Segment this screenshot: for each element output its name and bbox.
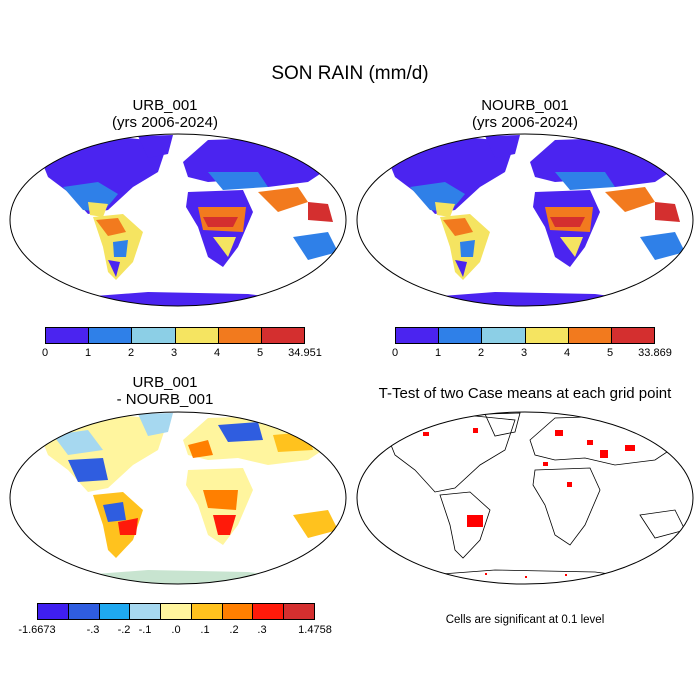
colorbar-urb-seg: [89, 328, 133, 343]
ttest-note: Cells are significant at 0.1 level: [445, 614, 605, 626]
colorbar-diff-tick: .1: [200, 624, 210, 636]
significant-cell: [587, 440, 593, 445]
colorbar-urb: [45, 327, 305, 344]
landmass-north-america: [38, 138, 168, 214]
colorbar-urb-tick: 4: [213, 347, 221, 359]
colorbar-urb-tick: 2: [127, 347, 135, 359]
colorbar-diff-seg: [284, 604, 315, 619]
colorbar-diff-tick: .0: [171, 624, 181, 636]
colorbar-diff-seg: [222, 604, 254, 619]
significant-cell: [485, 573, 487, 575]
panel-urb-title-line2: (yrs 2006-2024): [112, 114, 218, 131]
landmass-greenland: [138, 413, 173, 436]
significant-cell: [565, 574, 567, 576]
colorbar-urb-seg: [46, 328, 90, 343]
colorbar-diff-tick: .3: [257, 624, 267, 636]
map-ttest: [356, 411, 694, 585]
significant-cells: [423, 428, 661, 578]
colorbar-diff-tick: -.2: [117, 624, 131, 636]
significant-cell: [467, 515, 483, 527]
colorbar-diff-seg: [130, 604, 162, 619]
panel-urb-title-line1: URB_001: [132, 97, 198, 114]
colorbar-urb-tick: 0: [41, 347, 49, 359]
coastline-north-america: [384, 415, 516, 493]
significant-cell: [655, 438, 661, 444]
colorbar-urb-tick: 5: [256, 347, 264, 359]
map-outline: [9, 411, 347, 585]
panel-nourb-title-line2: (yrs 2006-2024): [472, 114, 578, 131]
colorbar-nourb-tick: 4: [563, 347, 571, 359]
significant-cell: [473, 428, 478, 433]
panel-diff-title-line1: URB_001: [132, 374, 198, 391]
colorbar-nourb-tick: 3: [520, 347, 528, 359]
significant-cell: [423, 432, 429, 436]
coastline-greenland: [484, 412, 521, 437]
colorbar-urb-seg: [175, 328, 219, 343]
colorbar-urb-tick: 1: [84, 347, 92, 359]
colorbar-nourb-tick: 2: [477, 347, 485, 359]
colorbar-diff-tick: 1.4758: [298, 624, 332, 636]
colorbar-nourb-tick: 0: [391, 347, 399, 359]
significant-cell: [605, 576, 607, 578]
coastline-south-america: [439, 491, 491, 559]
map-urb: [9, 133, 347, 307]
map-nourb: [356, 133, 694, 307]
colorbar-diff-seg: [68, 604, 100, 619]
colorbar-urb-seg: [218, 328, 262, 343]
significant-cell: [625, 445, 635, 451]
colorbar-nourb-seg: [439, 328, 483, 343]
colorbar-nourb-seg: [482, 328, 526, 343]
colorbar-diff-tick: .2: [229, 624, 239, 636]
map-outline: [356, 133, 694, 307]
significant-cell: [543, 462, 548, 466]
colorbar-diff-seg: [161, 604, 192, 619]
panel-urb-title: URB_001 (yrs 2006-2024): [75, 97, 255, 131]
map-diff: [9, 411, 347, 585]
map-outline: [356, 411, 694, 585]
map-outline: [9, 133, 347, 307]
panel-diff-title-line2: - NOURB_001: [116, 391, 214, 408]
colorbar-diff-tick: -.3: [86, 624, 100, 636]
colorbar-nourb-seg: [396, 328, 440, 343]
significant-cell: [567, 482, 572, 487]
panel-diff-title: URB_001 - NOURB_001: [75, 374, 255, 408]
colorbar-diff-tick: -1.6673: [18, 624, 56, 636]
landmass-australia: [293, 232, 338, 260]
colorbar-diff-seg: [38, 604, 69, 619]
colorbar-nourb-seg: [568, 328, 612, 343]
significant-cell: [440, 575, 442, 577]
colorbar-urb-tick: 3: [170, 347, 178, 359]
colorbar-nourb-tick: 1: [434, 347, 442, 359]
landmass-australia: [293, 510, 338, 538]
colorbar-urb-seg: [132, 328, 176, 343]
significant-cell: [525, 576, 527, 578]
panel-ttest-title: T-Test of two Case means at each grid po…: [378, 385, 672, 402]
colorbar-diff-seg: [191, 604, 223, 619]
colorbar-nourb-seg: [611, 328, 655, 343]
colorbar-diff-seg: [99, 604, 131, 619]
colorbar-urb-tick: 34.951: [288, 347, 322, 359]
colorbar-nourb-tick: 5: [606, 347, 614, 359]
main-title: SON RAIN (mm/d): [271, 63, 429, 84]
colorbar-diff-seg: [253, 604, 285, 619]
colorbar-urb-seg: [261, 328, 305, 343]
landmass-greenland: [485, 135, 520, 158]
colorbar-nourb-tick: 33.869: [638, 347, 672, 359]
colorbar-diff-tick: -.1: [138, 624, 152, 636]
landmass-australia: [640, 232, 685, 260]
panel-nourb-title-line1: NOURB_001: [481, 97, 569, 114]
landmass-greenland: [138, 135, 173, 158]
colorbar-diff: [37, 603, 315, 620]
significant-cell: [555, 430, 563, 436]
colorbar-nourb-seg: [525, 328, 569, 343]
landmass-north-america: [385, 138, 515, 214]
coastline-africa: [532, 467, 601, 546]
panel-nourb-title: NOURB_001 (yrs 2006-2024): [435, 97, 615, 131]
significant-cell: [600, 450, 608, 458]
colorbar-nourb: [395, 327, 655, 344]
